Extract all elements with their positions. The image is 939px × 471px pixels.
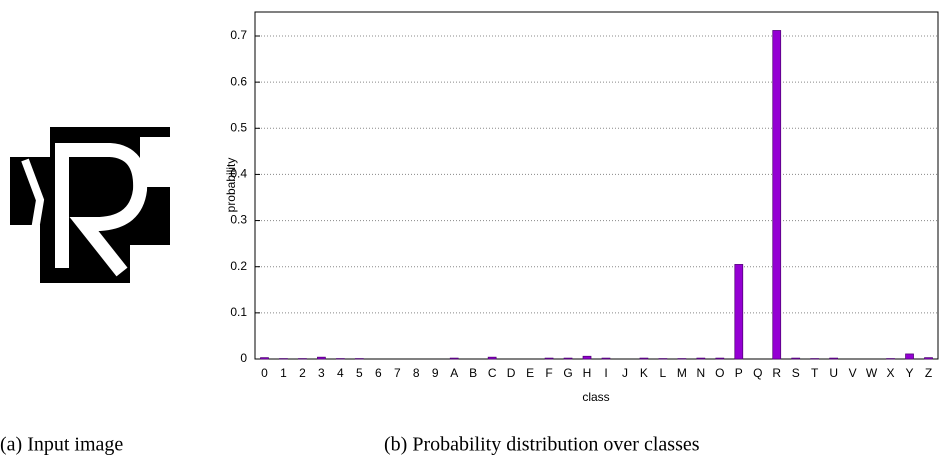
bar [773, 30, 781, 359]
x-tick-label: F [545, 366, 552, 380]
y-tick-label: 0.5 [230, 120, 247, 134]
x-tick-label: T [811, 366, 819, 380]
caption: (b) Probability distribution over classe… [384, 434, 700, 456]
x-tick-label: W [866, 366, 878, 380]
x-tick-label: J [622, 366, 628, 380]
x-tick-label: E [526, 366, 534, 380]
bar [925, 358, 933, 359]
bar [450, 358, 458, 359]
x-tick-label: H [583, 366, 592, 380]
x-tick-label: R [772, 366, 781, 380]
x-tick-label: 6 [375, 366, 382, 380]
page: {"chart_data": {"type": "bar", "x_label"… [0, 0, 939, 466]
x-tick-label: 2 [299, 366, 306, 380]
plot-frame [255, 12, 938, 359]
bar [640, 358, 648, 359]
x-tick-label: 5 [356, 366, 363, 380]
x-tick-label: D [507, 366, 516, 380]
y-tick-label: 0 [240, 351, 247, 365]
x-tick-label: 7 [394, 366, 401, 380]
x-tick-label: Z [925, 366, 932, 380]
x-tick-label: V [849, 366, 857, 380]
x-tick-label: A [450, 366, 458, 380]
x-tick-label: M [677, 366, 687, 380]
image-patch [130, 245, 170, 283]
x-tick-label: Y [906, 366, 914, 380]
y-tick-label: 0.7 [230, 28, 247, 42]
bar [830, 358, 838, 359]
bar [545, 358, 553, 359]
y-tick-label: 0.4 [230, 167, 247, 181]
bar [564, 358, 572, 359]
x-tick-label: G [563, 366, 572, 380]
bar [260, 358, 268, 359]
x-tick-label: N [697, 366, 706, 380]
x-tick-label: X [887, 366, 895, 380]
bar [697, 358, 705, 359]
input-image [10, 127, 170, 283]
x-tick-label: 8 [413, 366, 420, 380]
x-tick-label: O [715, 366, 724, 380]
bar [792, 358, 800, 359]
bar [583, 356, 591, 359]
x-tick-label: 9 [432, 366, 439, 380]
x-tick-label: S [792, 366, 800, 380]
bar [488, 357, 496, 359]
bar [716, 358, 724, 359]
x-tick-label: P [735, 366, 743, 380]
y-tick-label: 0.3 [230, 213, 247, 227]
x-tick-label: K [640, 366, 648, 380]
x-tick-label: C [488, 366, 497, 380]
bar [906, 354, 914, 359]
x-axis-label: class [582, 390, 609, 404]
x-tick-label: B [469, 366, 477, 380]
x-tick-label: 4 [337, 366, 344, 380]
x-tick-label: 3 [318, 366, 325, 380]
figure: (a) Input image (b) Probability distribu… [0, 0, 939, 466]
x-tick-label: Q [753, 366, 762, 380]
bar [602, 358, 610, 359]
caption: (a) Input image [0, 434, 123, 456]
bar [317, 357, 325, 359]
x-tick-label: U [829, 366, 838, 380]
y-tick-label: 0.6 [230, 74, 247, 88]
y-tick-label: 0.2 [230, 259, 247, 273]
bar [735, 264, 743, 359]
x-tick-label: 0 [261, 366, 268, 380]
image-patch [10, 127, 50, 157]
x-tick-label: I [604, 366, 607, 380]
x-tick-label: L [660, 366, 667, 380]
y-tick-label: 0.1 [230, 305, 247, 319]
x-tick-label: 1 [280, 366, 287, 380]
